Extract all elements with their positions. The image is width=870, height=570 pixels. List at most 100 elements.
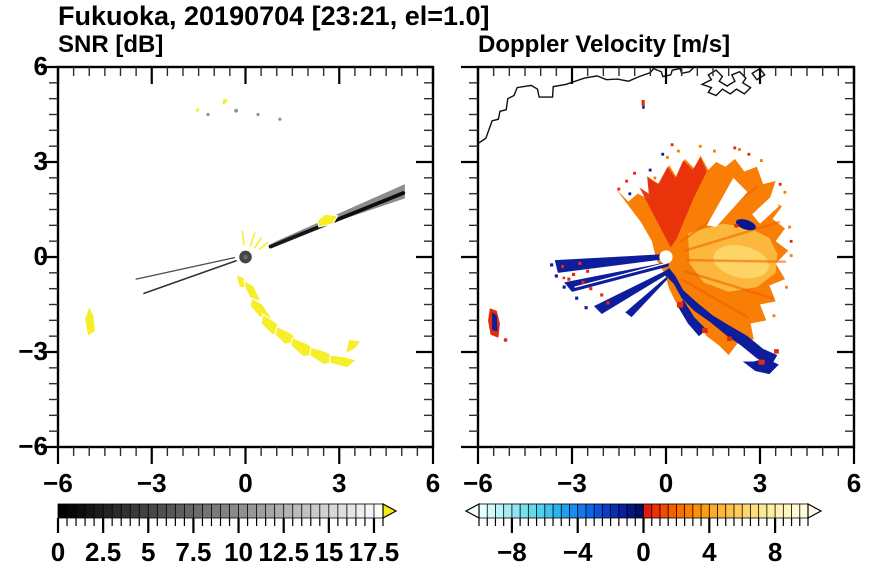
vel-colorbar-cell xyxy=(544,503,554,519)
snr-colorbar-label: 12.5 xyxy=(258,537,309,567)
snr-colorbar-cell xyxy=(265,503,276,519)
snr-colorbar-label: 10 xyxy=(224,537,253,567)
snr-x-tick-label: −3 xyxy=(136,468,167,498)
vel-colorbar-cell xyxy=(717,503,727,519)
snr-y-tick-label: −3 xyxy=(18,336,48,366)
vel-colorbar-cell xyxy=(791,503,801,519)
snr-colorbar-cell xyxy=(183,503,195,519)
vel-colorbar-cell xyxy=(758,503,768,519)
snr-colorbar-cell xyxy=(328,503,339,519)
vel-colorbar-cell xyxy=(692,503,702,519)
snr-colorbar-cell xyxy=(156,503,168,519)
vel-colorbar-under-arrow xyxy=(464,502,480,520)
snr-colorbar-cell xyxy=(66,503,77,519)
vel-center-hole xyxy=(659,250,673,264)
snr-colorbar-cell xyxy=(310,503,321,519)
snr-x-tick-label: 6 xyxy=(425,468,441,498)
snr-x-tick-label: 0 xyxy=(238,468,253,498)
vel-coastal-dot xyxy=(641,99,645,109)
vel-colorbar-label: 0 xyxy=(636,537,651,567)
vel-colorbar-cell xyxy=(577,503,587,519)
vel-colorbar-label: −8 xyxy=(497,537,527,567)
snr-colorbar-cell xyxy=(193,503,204,519)
coastline xyxy=(58,67,346,145)
snr-colorbar-label: 17.5 xyxy=(348,537,400,567)
vel-colorbar-cell xyxy=(585,503,595,519)
snr-colorbar-cell xyxy=(247,503,258,519)
vel-colorbar-cell xyxy=(667,503,678,519)
snr-ray-streaks xyxy=(141,117,390,369)
vel-colorbar-cell xyxy=(741,503,752,519)
vel-colorbar-cell xyxy=(733,503,743,519)
snr-colorbar-cell xyxy=(355,503,366,519)
vel-colorbar-cell xyxy=(782,503,793,519)
vel-colorbar-cell xyxy=(774,503,785,519)
snr-colorbar-cell xyxy=(202,503,213,519)
snr-coast-dots xyxy=(206,108,282,121)
snr-colorbar-cell xyxy=(373,503,384,519)
snr-colorbar-cell xyxy=(120,503,132,519)
snr-colorbar-cell xyxy=(93,503,104,519)
vel-x-tick-label: 3 xyxy=(752,468,768,498)
snr-colorbar-label: 15 xyxy=(314,537,344,567)
snr-colorbar-cell xyxy=(220,503,231,519)
snr-colorbar-cell xyxy=(364,503,375,519)
snr-colorbar-cell xyxy=(84,503,95,519)
vel-negative-wedges xyxy=(550,253,670,318)
snr-colorbar-cell xyxy=(165,503,177,519)
snr-colorbar-cell xyxy=(292,503,303,519)
snr-y-tick-label: 3 xyxy=(33,146,48,176)
snr-colorbar-cell xyxy=(57,503,68,519)
vel-edge-blob xyxy=(488,308,508,342)
vel-colorbar-over-arrow xyxy=(807,502,823,520)
vel-colorbar-label: −4 xyxy=(562,537,593,567)
snr-colorbar-cell xyxy=(301,503,312,519)
coastline xyxy=(478,67,766,145)
snr-colorbar-label: 0 xyxy=(50,537,66,567)
snr-x-tick-label: 3 xyxy=(332,468,347,498)
snr-colorbar-cell xyxy=(211,503,222,519)
vel-colorbar-label: 8 xyxy=(767,537,783,567)
vel-colorbar-cell xyxy=(725,503,735,519)
snr-colorbar-cell xyxy=(337,503,348,519)
vel-colorbar-cell xyxy=(519,503,530,519)
snr-panel-title: SNR [dB] xyxy=(58,31,164,58)
snr-colorbar-cell xyxy=(174,503,186,519)
snr-colorbar-cell xyxy=(238,503,249,519)
velocity-panel-art xyxy=(478,67,793,375)
vel-colorbar-label: 4 xyxy=(702,537,717,567)
snr-y-tick-label: −6 xyxy=(18,431,48,461)
vel-colorbar-cell xyxy=(478,503,489,519)
vel-x-tick-label: 0 xyxy=(658,468,674,498)
snr-dark-ray xyxy=(135,184,406,295)
vel-colorbar-cell xyxy=(659,503,669,519)
vel-colorbar-cell xyxy=(626,503,637,519)
snr-panel-art xyxy=(58,67,406,369)
snr-colorbar-label: 5 xyxy=(141,537,156,567)
vel-colorbar-cell xyxy=(799,503,809,519)
snr-colorbar-cell xyxy=(129,503,141,519)
vel-colorbar-cell xyxy=(569,503,579,519)
snr-colorbar-cell xyxy=(111,503,122,519)
vel-colorbar-cell xyxy=(700,503,711,519)
vel-colorbar-cell xyxy=(560,503,571,519)
velocity-panel-title: Doppler Velocity [m/s] xyxy=(478,31,731,58)
snr-colorbar-cell xyxy=(138,503,150,519)
vel-colorbar-cell xyxy=(684,503,694,519)
snr-y-tick-label: 0 xyxy=(33,241,48,271)
vel-colorbar-cell xyxy=(503,503,513,519)
vel-x-tick-label: −6 xyxy=(463,468,493,498)
vel-colorbar-cell xyxy=(651,503,661,519)
snr-colorbar-cell xyxy=(102,503,113,519)
vel-colorbar-cell xyxy=(610,503,620,519)
snr-colorbar-label: 2.5 xyxy=(85,537,122,567)
snr-colorbar-cell xyxy=(346,503,357,519)
vel-colorbar-cell xyxy=(643,503,653,519)
vel-colorbar-cell xyxy=(676,503,686,519)
snr-colorbar-cell xyxy=(274,503,285,519)
vel-colorbar-cell xyxy=(618,503,628,519)
vel-x-tick-label: 6 xyxy=(846,468,862,498)
vel-colorbar-cell xyxy=(601,503,612,519)
snr-clutter-yellow xyxy=(83,98,363,369)
